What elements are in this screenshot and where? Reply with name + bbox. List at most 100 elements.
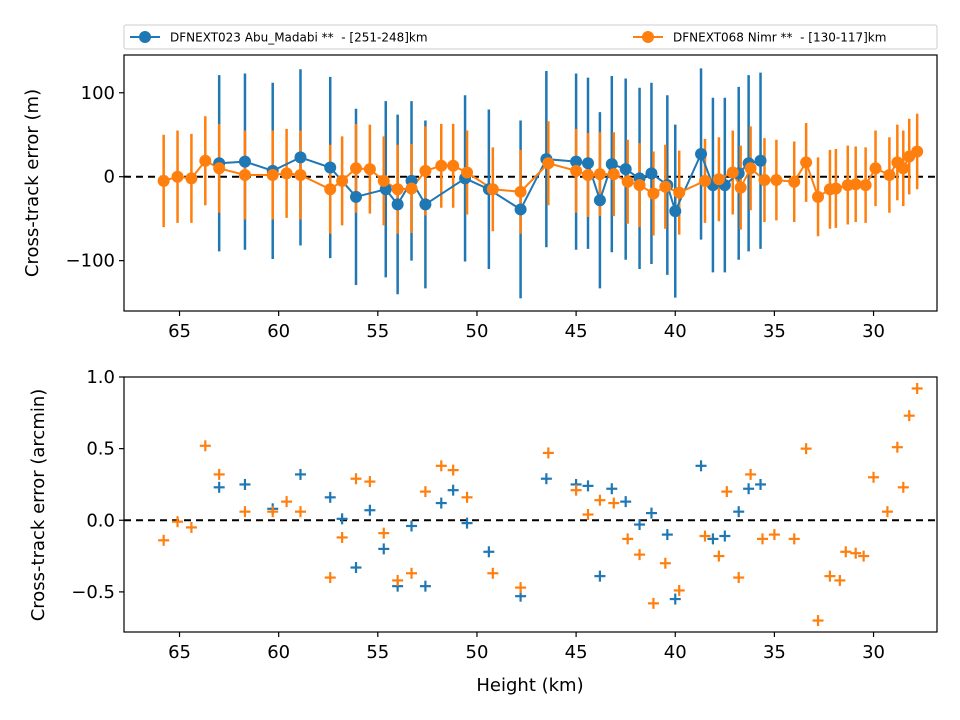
plus-marker-nimr: [515, 582, 527, 594]
data-point-nimr: [447, 159, 460, 172]
x-tick-label: 60: [267, 642, 290, 663]
data-point-abu: [605, 158, 618, 171]
plus-marker-abu: [606, 483, 618, 495]
plus-marker-nimr: [824, 570, 836, 582]
data-point-abu: [324, 161, 337, 174]
bottom-panel: 65 60 55 50 45 40 35 30 1.0 0.5 0.0 −0.5 Cross-trac…: [28, 367, 938, 696]
plus-marker-nimr: [673, 584, 685, 596]
plus-marker-nimr: [542, 447, 554, 459]
plus-marker-abu: [582, 480, 594, 492]
plus-marker-abu: [594, 570, 606, 582]
plus-marker-nimr: [213, 468, 225, 480]
x-tick-label: 65: [168, 321, 191, 342]
plus-marker-nimr: [834, 574, 846, 586]
plus-marker-abu: [239, 478, 251, 490]
x-tick-label: 55: [366, 321, 389, 342]
data-point-nimr: [869, 162, 882, 175]
legend-marker-nimr: [642, 31, 654, 43]
plus-marker-nimr: [721, 486, 733, 498]
data-point-abu: [294, 151, 307, 164]
data-point-nimr: [897, 162, 910, 175]
plus-marker-nimr: [570, 484, 582, 496]
plus-marker-abu: [406, 520, 418, 532]
data-point-nimr: [486, 183, 499, 196]
data-point-abu: [514, 203, 527, 216]
plus-marker-nimr: [788, 533, 800, 545]
legend: DFNEXT023 Abu_Madabi ** - [251-248]km DF…: [123, 24, 938, 50]
data-point-nimr: [238, 169, 251, 182]
plus-marker-nimr: [850, 547, 862, 559]
plus-marker-nimr: [911, 382, 923, 394]
data-point-nimr: [280, 167, 293, 180]
bottom-panel-axes: 65 60 55 50 45 40 35 30 1.0 0.5 0.0 −0.5: [71, 367, 938, 663]
data-point-nimr: [593, 168, 606, 181]
plus-marker-abu: [461, 517, 473, 529]
plus-marker-abu: [435, 497, 447, 509]
plus-marker-nimr: [659, 557, 671, 569]
data-point-nimr: [829, 182, 842, 195]
data-point-nimr: [726, 166, 739, 179]
data-point-nimr: [435, 159, 448, 172]
x-tick-label: 40: [664, 321, 687, 342]
bottom-panel-points: [158, 382, 923, 627]
plus-marker-nimr: [582, 509, 594, 521]
data-point-nimr: [911, 145, 924, 158]
data-point-nimr: [514, 185, 527, 198]
data-point-nimr: [607, 168, 620, 181]
x-tick-label: 65: [168, 642, 191, 663]
plus-marker-abu: [661, 529, 673, 541]
plus-marker-nimr: [647, 597, 659, 609]
plus-marker-abu: [324, 491, 336, 503]
data-point-abu: [645, 167, 658, 180]
y-tick-label: 0.5: [86, 439, 115, 460]
axes-frame: [123, 376, 938, 633]
data-point-nimr: [213, 162, 226, 175]
y-tick-label: 100: [81, 83, 115, 104]
data-point-nimr: [633, 179, 646, 192]
data-point-nimr: [185, 172, 198, 185]
data-point-nimr: [419, 164, 432, 177]
y-tick-label: −100: [66, 251, 115, 272]
plus-marker-nimr: [199, 440, 211, 452]
plus-marker-nimr: [461, 491, 473, 503]
plus-marker-abu: [707, 533, 719, 545]
plus-marker-nimr: [897, 481, 909, 493]
plus-marker-nimr: [281, 496, 293, 508]
data-point-abu: [350, 190, 363, 203]
x-tick-label: 50: [466, 642, 489, 663]
plus-marker-nimr: [406, 567, 418, 579]
plus-marker-nimr: [364, 476, 376, 488]
data-point-abu: [391, 198, 404, 211]
plus-marker-nimr: [378, 527, 390, 539]
plus-marker-nimr: [185, 521, 197, 533]
data-point-nimr: [812, 190, 825, 203]
data-point-nimr: [712, 173, 725, 186]
plus-marker-nimr: [294, 506, 306, 518]
data-point-nimr: [859, 179, 872, 192]
plus-marker-nimr: [158, 534, 170, 546]
data-point-nimr: [199, 154, 212, 167]
y-tick-label: −0.5: [71, 582, 115, 603]
data-point-nimr: [744, 162, 757, 175]
data-point-nimr: [621, 175, 634, 188]
data-point-nimr: [849, 178, 862, 191]
legend-label-abu: DFNEXT023 Abu_Madabi ** - [251-248]km: [170, 31, 428, 45]
data-point-nimr: [171, 170, 184, 183]
y-tick-label: 0.0: [86, 510, 115, 531]
data-point-nimr: [734, 181, 747, 194]
data-point-nimr: [294, 169, 307, 182]
data-point-abu: [582, 157, 595, 170]
x-tick-label: 35: [763, 321, 786, 342]
bottom-panel-xlabel: Height (km): [476, 675, 583, 696]
x-tick-label: 45: [565, 642, 588, 663]
data-point-nimr: [363, 163, 376, 176]
data-point-nimr: [405, 182, 418, 195]
plus-marker-abu: [634, 519, 646, 531]
data-point-abu: [669, 205, 682, 218]
data-point-nimr: [391, 183, 404, 196]
plus-marker-nimr: [392, 574, 404, 586]
data-point-nimr: [800, 156, 813, 169]
top-panel: 65 60 55 50 45 40 35 30 100 0 −100 Cross-track err…: [22, 54, 938, 342]
data-point-nimr: [582, 169, 595, 182]
data-point-nimr: [461, 166, 474, 179]
